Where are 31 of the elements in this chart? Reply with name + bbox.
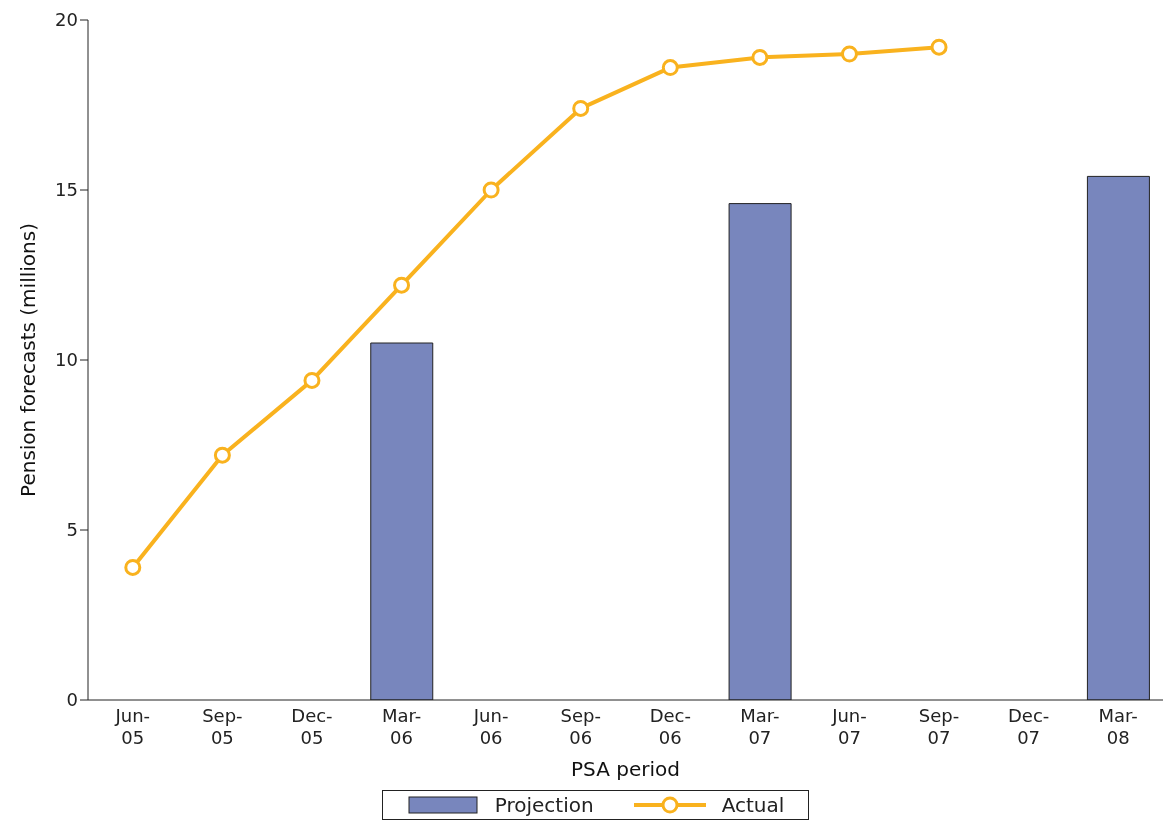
point xyxy=(393,276,411,294)
x-tick-label: Jun-07 xyxy=(831,705,867,748)
point xyxy=(124,558,142,576)
y-tick-label: 20 xyxy=(55,9,78,31)
x-tick-label: Mar-06 xyxy=(381,705,422,748)
point xyxy=(840,45,858,63)
legend-label: Projection xyxy=(494,793,594,817)
x-tick-label: Sep-07 xyxy=(918,705,960,748)
x-tick-label: Jun-06 xyxy=(472,705,509,748)
x-tick-label: Dec-05 xyxy=(291,705,333,748)
point xyxy=(751,48,769,66)
point xyxy=(482,181,500,199)
y-axis-title: Pension forecasts (millions) xyxy=(16,223,41,497)
x-tick-label: Sep-06 xyxy=(560,705,601,748)
point xyxy=(213,446,231,464)
y-tick-label: 10 xyxy=(55,349,78,371)
y-tick-label: 5 xyxy=(66,519,78,541)
x-tick-label: Dec-06 xyxy=(649,705,691,748)
point xyxy=(661,59,679,77)
x-tick-label: Dec-07 xyxy=(1007,705,1050,748)
x-tick-label: Mar-08 xyxy=(1098,705,1138,748)
point xyxy=(930,38,948,56)
point xyxy=(572,99,590,117)
y-tick-label: 15 xyxy=(55,179,78,201)
x-tick-label: Sep-05 xyxy=(202,705,243,748)
x-axis-title: PSA period xyxy=(571,757,680,781)
point xyxy=(303,371,321,389)
y-tick-label: 0 xyxy=(66,689,78,711)
x-tick-label: Jun-05 xyxy=(114,705,151,748)
legend-label: Actual xyxy=(721,793,785,817)
x-tick-label: Mar-07 xyxy=(740,705,780,748)
